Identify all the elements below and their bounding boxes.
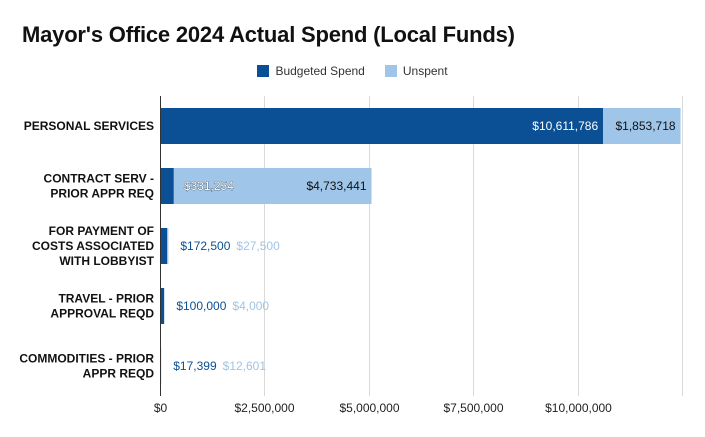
data-label-unspent: $12,601: [223, 359, 267, 373]
category-label: FOR PAYMENT OF COSTS ASSOCIATED WITH LOBBY…: [32, 224, 155, 268]
data-label-budgeted: $17,399: [173, 359, 217, 373]
legend: Budgeted Spend Unspent: [0, 64, 705, 78]
data-label-unspent: $4,000: [232, 299, 269, 313]
x-tick-label: $10,000,000: [545, 401, 612, 415]
bar-budgeted-spend: [160, 228, 168, 264]
x-tick-label: $5,000,000: [339, 401, 399, 415]
bar-unspent: [173, 168, 372, 204]
x-tick-label: $7,500,000: [443, 401, 503, 415]
x-tick-label: $2,500,000: [234, 401, 294, 415]
data-label-budgeted: $100,000: [176, 299, 226, 313]
bar-unspent: [603, 108, 681, 144]
bar-unspent: [167, 228, 169, 264]
legend-swatch-budgeted: [257, 65, 270, 77]
bar-budgeted-spend: [160, 288, 165, 324]
chart-title: Mayor's Office 2024 Actual Spend (Local …: [22, 22, 515, 47]
legend-item-budgeted: Budgeted Spend: [257, 64, 365, 78]
category-label: CONTRACT SERV -PRIOR APPR REQ: [44, 172, 154, 201]
data-label-budgeted: $331,254: [184, 179, 234, 193]
x-tick-label: $0: [154, 401, 168, 415]
legend-item-unspent: Unspent: [384, 64, 448, 78]
bar-budgeted-spend: [160, 108, 604, 144]
data-label-budgeted: $172,500: [180, 239, 230, 253]
legend-swatch-unspent: [384, 65, 397, 77]
category-label: PERSONAL SERVICES: [24, 119, 154, 133]
legend-label-unspent: Unspent: [402, 64, 448, 78]
bar-budgeted-spend: [160, 168, 174, 204]
data-label-unspent: $27,500: [236, 239, 280, 253]
legend-label-budgeted: Budgeted Spend: [275, 64, 365, 78]
category-label: TRAVEL - PRIOR APPROVAL REQD: [50, 292, 154, 321]
data-label-budgeted: $10,611,786: [532, 119, 598, 133]
data-label-unspent: $1,853,718: [615, 119, 675, 133]
data-label-unspent: $4,733,441: [306, 179, 366, 193]
category-label: COMMODITIES - PRIOR APPR REQD: [19, 352, 154, 381]
